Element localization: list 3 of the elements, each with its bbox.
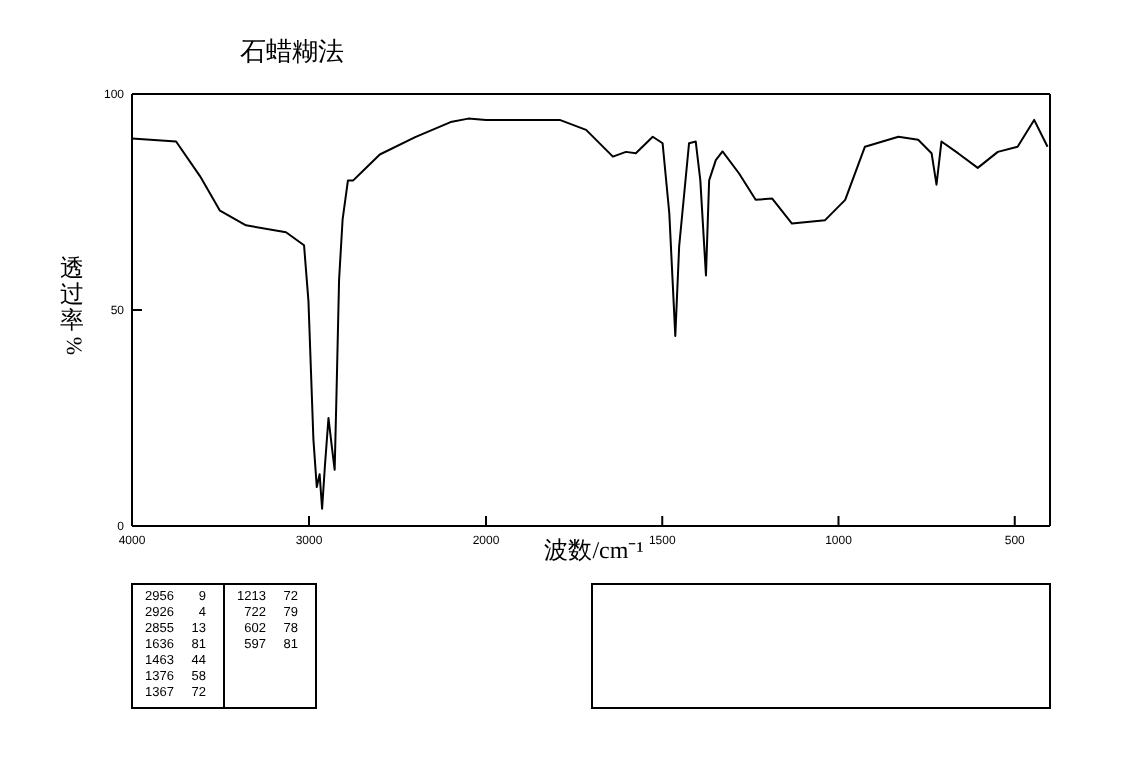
chart-title: 石蜡糊法 xyxy=(240,36,344,66)
y-axis-title: 透过率% xyxy=(60,254,85,356)
x-axis-title: 波数/cm⁻¹ xyxy=(544,536,645,564)
